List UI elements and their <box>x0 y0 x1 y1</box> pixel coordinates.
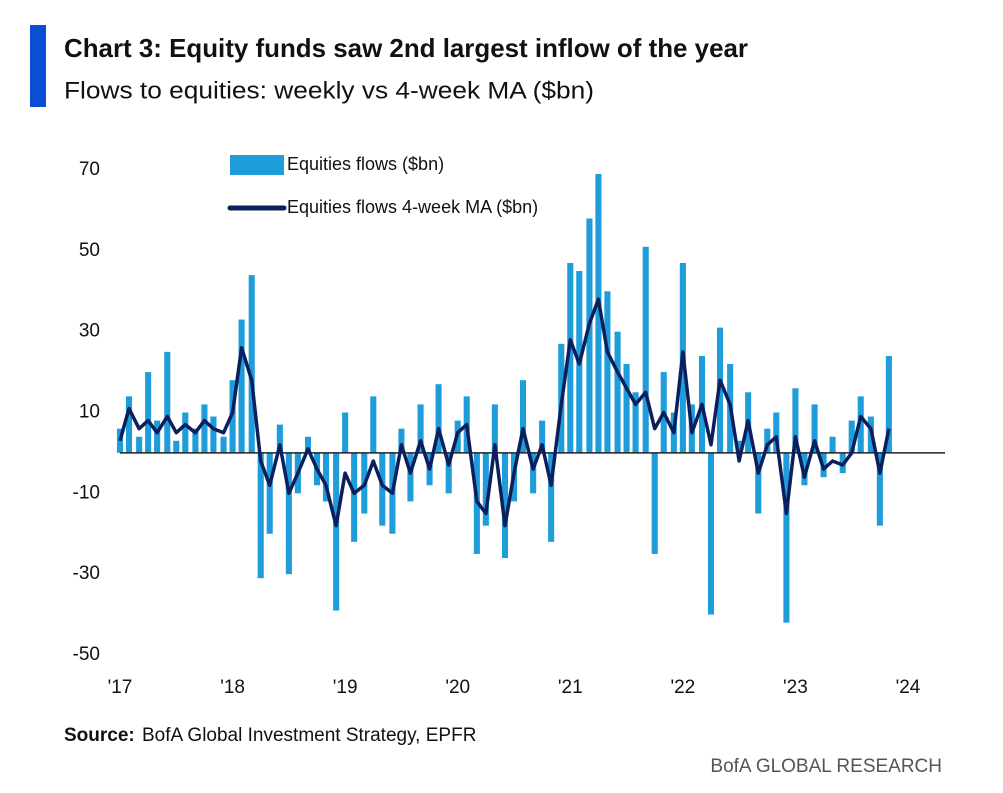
ma-line <box>118 297 891 528</box>
bar <box>304 436 312 453</box>
bar <box>173 440 180 453</box>
bar <box>445 452 452 494</box>
bar <box>491 404 498 453</box>
bar <box>707 452 715 615</box>
bar <box>857 396 864 453</box>
bar <box>642 246 649 453</box>
bar <box>773 412 780 453</box>
x-tick-label: '23 <box>783 677 808 698</box>
y-tick-label: 70 <box>79 159 100 180</box>
bar <box>276 424 283 453</box>
x-tick-label: '21 <box>558 677 583 698</box>
legend-label: Equities flows 4-week MA ($bn) <box>287 197 538 217</box>
bar <box>548 452 555 542</box>
title-accent <box>30 25 46 107</box>
bar <box>145 372 152 453</box>
bar <box>604 291 611 453</box>
bar <box>285 452 292 575</box>
bar <box>792 388 799 453</box>
bar <box>501 452 509 558</box>
bar <box>342 412 349 453</box>
bar <box>848 420 855 453</box>
credit: BofA GLOBAL RESEARCH <box>710 756 942 777</box>
bar <box>398 428 405 453</box>
x-tick-label: '20 <box>445 677 470 698</box>
y-tick-label: -30 <box>73 563 100 584</box>
chart-title: Chart 3: Equity funds saw 2nd largest in… <box>64 33 748 63</box>
y-tick-label: -50 <box>73 644 100 665</box>
bar <box>210 416 217 453</box>
bar <box>182 412 189 453</box>
bar <box>257 452 264 579</box>
bar <box>651 452 658 554</box>
y-tick-label: -10 <box>73 482 100 503</box>
legend-swatch <box>230 155 284 175</box>
bar <box>755 452 762 514</box>
bar <box>238 319 245 453</box>
bar <box>519 380 527 453</box>
bar <box>811 404 818 453</box>
bar <box>736 440 743 453</box>
bar <box>154 420 161 453</box>
bar <box>482 452 489 526</box>
bar <box>220 436 227 453</box>
bar <box>333 452 340 611</box>
bar <box>248 275 255 453</box>
legend-label: Equities flows ($bn) <box>287 154 444 174</box>
x-tick-label: '19 <box>333 677 358 698</box>
bar <box>435 384 442 453</box>
bar <box>407 452 414 502</box>
bar <box>567 262 574 453</box>
bar <box>351 452 358 542</box>
bar <box>885 355 892 453</box>
x-tick-label: '22 <box>670 677 695 698</box>
bar <box>764 428 771 453</box>
bar <box>632 392 639 453</box>
bar <box>586 218 593 453</box>
bar <box>136 436 143 453</box>
bar <box>370 396 377 453</box>
bar <box>266 452 273 534</box>
bar <box>783 452 790 623</box>
bar <box>530 452 537 494</box>
bar <box>623 364 630 453</box>
bar <box>125 396 133 453</box>
bar <box>595 174 602 453</box>
bar <box>322 452 330 502</box>
bar <box>192 428 199 453</box>
x-tick-label: '17 <box>108 677 133 698</box>
bar <box>876 452 883 526</box>
chart-subtitle: Flows to equities: weekly vs 4-week MA (… <box>64 77 594 104</box>
bar <box>201 404 208 453</box>
bar <box>164 351 171 453</box>
bar <box>801 452 808 486</box>
source: BofA Global Investment Strategy, EPFR <box>142 725 476 746</box>
bar <box>379 452 386 526</box>
y-tick-label: 30 <box>79 321 100 342</box>
bar <box>417 404 424 453</box>
y-tick-label: 10 <box>79 402 100 423</box>
source-label: Source: <box>64 725 135 746</box>
bar <box>614 331 621 453</box>
y-tick-label: 50 <box>79 240 100 261</box>
x-tick-label: '24 <box>896 677 921 698</box>
bar <box>539 420 546 453</box>
x-tick-label: '18 <box>220 677 245 698</box>
bar <box>829 436 836 453</box>
